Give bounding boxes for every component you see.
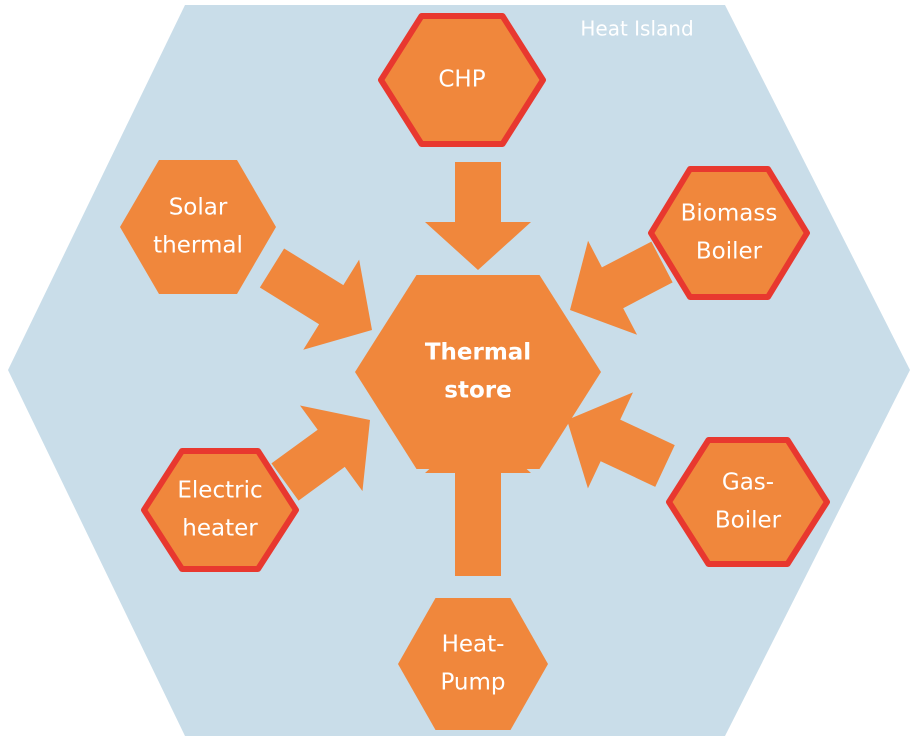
source-label: Boiler <box>696 239 763 265</box>
island-title: Heat Island <box>580 17 693 41</box>
flow-arrow <box>567 392 675 489</box>
source-label: heater <box>182 516 258 542</box>
flow-arrow <box>570 240 673 335</box>
source-hexagon <box>398 598 548 730</box>
source-label: Solar <box>169 195 228 221</box>
source-label: CHP <box>438 67 485 93</box>
center-label: store <box>444 378 511 404</box>
source-hexagon <box>378 13 546 147</box>
center-label: Thermal <box>425 340 531 366</box>
source-label: Gas- <box>722 470 774 496</box>
source-hexagon <box>141 448 299 572</box>
source-label: Pump <box>440 670 505 696</box>
flow-arrow <box>425 162 531 270</box>
source-label: Heat- <box>442 632 505 658</box>
source-label: Boiler <box>715 508 782 534</box>
source-label: thermal <box>153 233 243 259</box>
source-label: Biomass <box>681 201 778 227</box>
source-hexagon <box>666 437 830 567</box>
source-label: Electric <box>177 478 262 504</box>
flow-arrow <box>259 248 372 350</box>
thermal-store-hexagon <box>355 275 601 469</box>
flow-arrow <box>271 405 370 501</box>
source-hexagon <box>120 160 276 294</box>
source-hexagon <box>648 166 810 300</box>
